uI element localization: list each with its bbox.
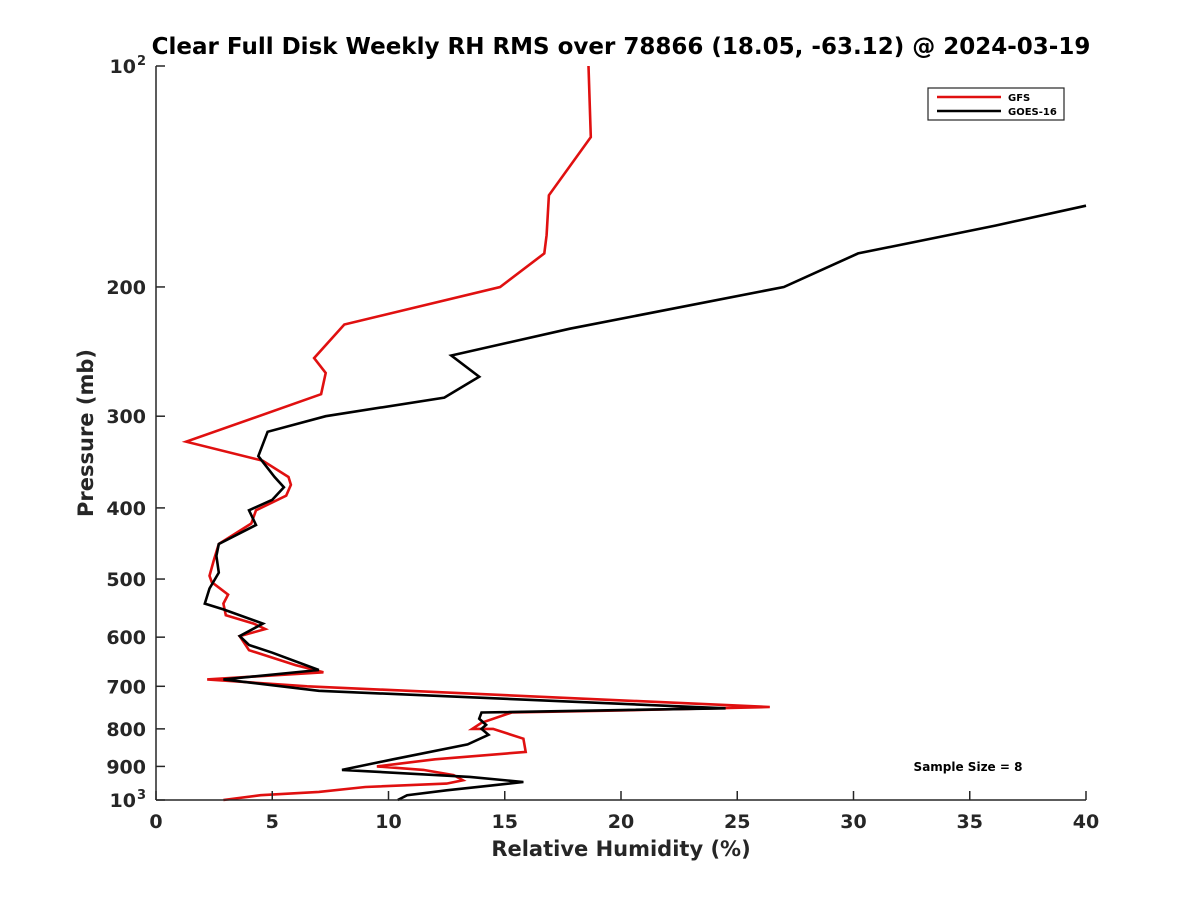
legend-label: GOES-16 [1008, 107, 1057, 118]
series-line-goes-16 [203, 204, 1087, 802]
plot-area: 0 5 10 15 20 25 30 35 40 10 220030040050060070080… [106, 54, 1099, 833]
x-tick-label: 20 [608, 811, 634, 833]
y-tick-label: 200 [106, 277, 146, 299]
x-tick-label: 10 [375, 811, 401, 833]
y-tick-label: 900 [106, 756, 146, 778]
x-tick-label: 5 [266, 811, 279, 833]
y-tick-label: 800 [106, 719, 146, 741]
legend: GFS GOES-16 [927, 87, 1065, 121]
x-tick-label: 25 [724, 811, 750, 833]
x-axis-label: Relative Humidity (%) [491, 837, 750, 861]
x-ticks: 0 5 10 15 20 25 30 35 40 [149, 791, 1099, 833]
y-tick-label: 10 [110, 56, 136, 78]
x-tick-label: 40 [1073, 811, 1099, 833]
legend-box [927, 87, 1065, 121]
x-tick-label: 35 [957, 811, 983, 833]
y-tick-label: 700 [106, 676, 146, 698]
y-tick-label: 500 [106, 569, 146, 591]
series-layer [181, 65, 1087, 802]
x-tick-label: 15 [492, 811, 518, 833]
sample-size-annotation: Sample Size = 8 [914, 760, 1023, 774]
legend-label: GFS [1008, 93, 1030, 104]
plot-background [156, 66, 1086, 800]
x-tick-label: 0 [149, 811, 162, 833]
y-axis-label: Pressure (mb) [74, 349, 98, 517]
y-tick-label: 10 [110, 790, 136, 812]
chart-title: Clear Full Disk Weekly RH RMS over 78866… [152, 34, 1091, 60]
y-tick-label: 600 [106, 627, 146, 649]
x-tick-label: 30 [840, 811, 866, 833]
y-tick-exponent: 2 [137, 54, 146, 69]
y-tick-label: 400 [106, 498, 146, 520]
y-tick-exponent: 3 [137, 788, 146, 803]
y-tick-label: 300 [106, 406, 146, 428]
